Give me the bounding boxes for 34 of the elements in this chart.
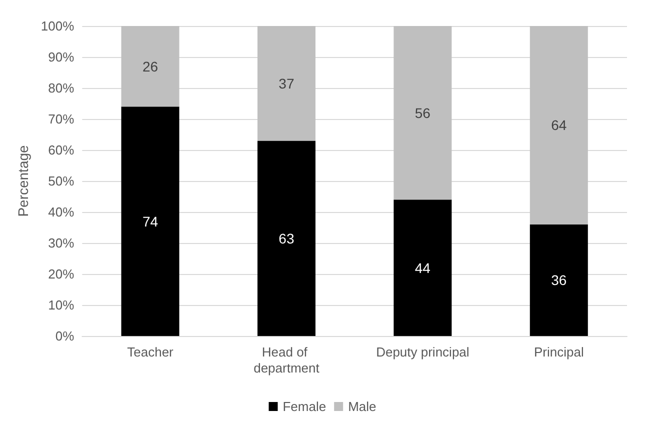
y-tick-label: 50% <box>48 174 75 188</box>
data-label: 56 <box>414 104 431 121</box>
legend-label: Male <box>348 399 376 414</box>
bar <box>257 26 316 141</box>
x-tick-label: Teacher <box>127 344 174 360</box>
bar <box>121 26 180 107</box>
legend-label: Female <box>282 399 326 414</box>
data-label: 37 <box>278 75 294 92</box>
data-label: 26 <box>142 58 158 74</box>
y-tick-label: 40% <box>48 204 75 220</box>
y-tick-label: 80% <box>48 80 75 96</box>
y-tick-label: 90% <box>48 50 75 64</box>
y-axis-title: Percentage <box>15 144 31 217</box>
x-tick-label: Deputy principal <box>376 344 470 360</box>
y-tick-label: 70% <box>48 112 75 126</box>
data-label: 44 <box>414 260 431 276</box>
data-label: 36 <box>551 272 567 288</box>
y-tick-label: 30% <box>48 236 75 250</box>
x-tick-label: Principal <box>534 344 584 360</box>
x-tick-label: Head of department <box>254 344 320 376</box>
bar <box>121 106 180 336</box>
bar <box>530 26 588 224</box>
bar <box>257 140 316 336</box>
y-tick-label: 100% <box>40 18 75 34</box>
data-label: 63 <box>278 230 294 246</box>
y-tick-label: 10% <box>48 298 75 312</box>
y-tick-label: 20% <box>48 266 75 282</box>
y-tick-label: 60% <box>48 142 75 158</box>
data-label: 64 <box>551 117 567 134</box>
y-tick-label: 0% <box>55 328 75 344</box>
bar <box>394 200 452 336</box>
bar <box>394 26 452 200</box>
data-label: 74 <box>142 213 158 230</box>
bar <box>530 224 588 336</box>
